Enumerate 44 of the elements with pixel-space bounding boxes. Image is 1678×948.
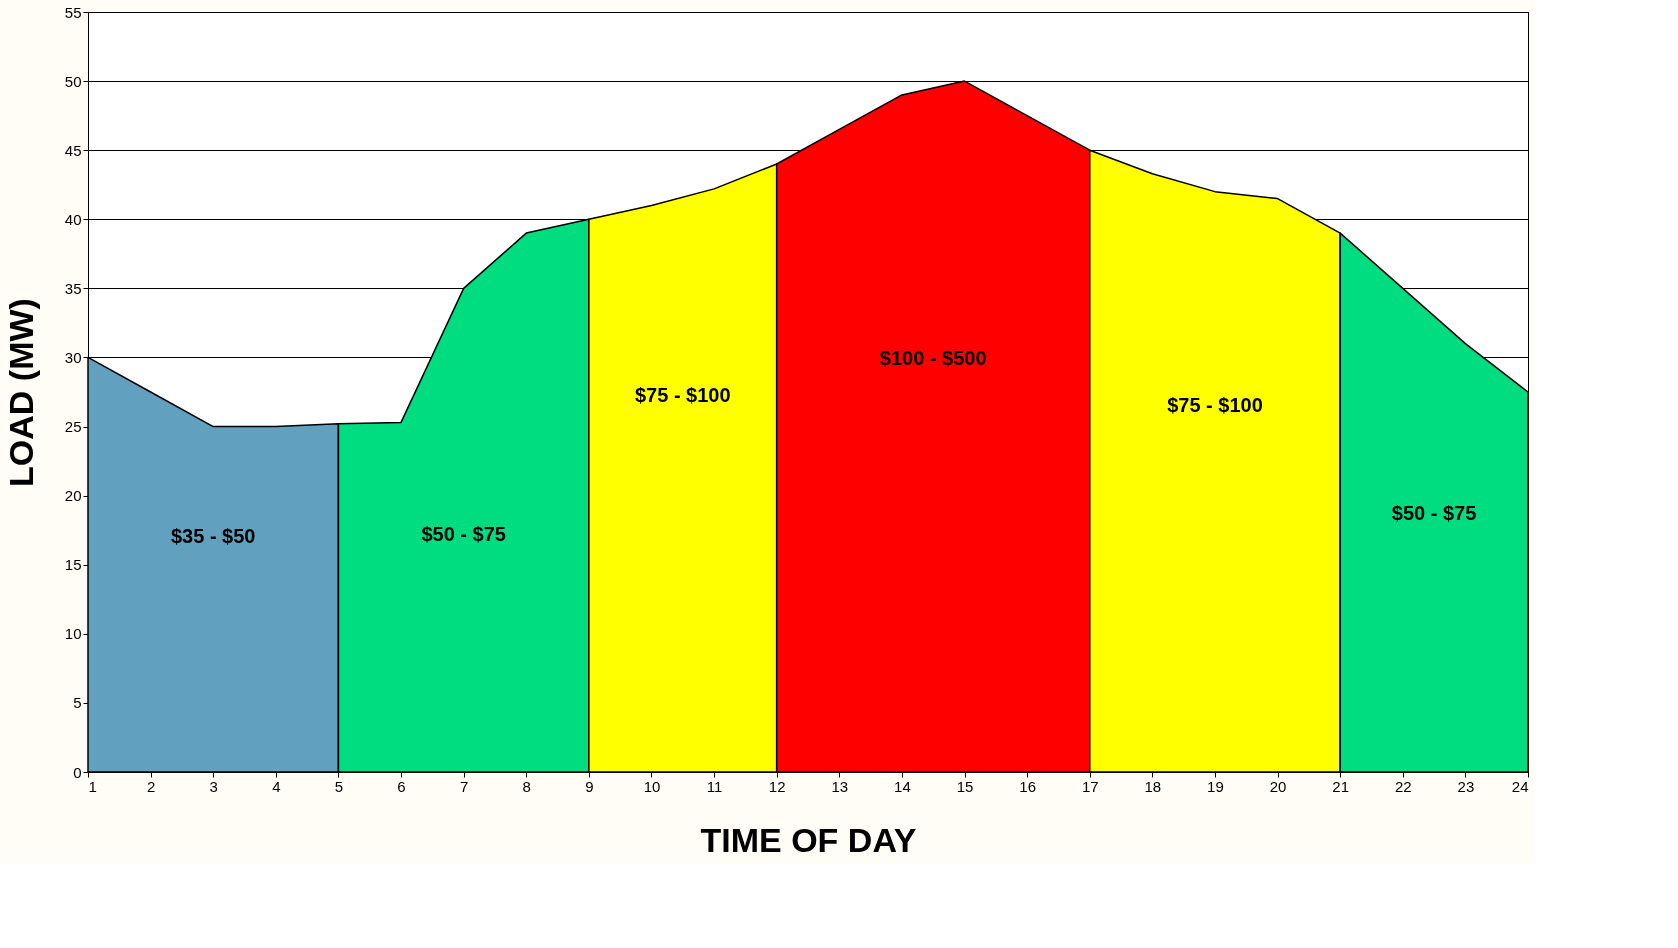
y-tick-label: 40 [64, 210, 82, 228]
x-tick-label: 5 [334, 777, 344, 795]
y-tick-label: 5 [73, 694, 82, 712]
x-tick-label: 3 [209, 777, 218, 795]
y-tick-label: 20 [64, 487, 82, 505]
x-tick-label: 24 [1511, 777, 1529, 795]
x-tick-label: 7 [459, 777, 469, 795]
x-tick-label: 15 [956, 777, 974, 795]
x-tick-label: 12 [768, 777, 786, 795]
x-tick-label: 14 [894, 777, 911, 795]
y-tick-label: 35 [64, 279, 82, 297]
annotation: $75 - $100 [1167, 393, 1263, 416]
annotation: $35 - $50 [170, 525, 256, 548]
annotation: $100 - $500 [879, 346, 987, 369]
y-axis-title: LOAD (MW) [1, 298, 40, 487]
x-tick-label: 16 [1019, 777, 1036, 795]
x-tick-label: 20 [1269, 777, 1287, 795]
x-tick-label: 23 [1457, 777, 1475, 795]
y-tick-label: 45 [64, 141, 82, 159]
annotation: $50 - $75 [421, 523, 506, 546]
x-tick-label: 2 [146, 777, 156, 795]
x-tick-label: 21 [1332, 777, 1350, 795]
y-tick-label: 55 [64, 3, 82, 21]
x-tick-label: 1 [88, 777, 97, 795]
y-tick-label: 0 [73, 763, 82, 781]
x-axis-title: TIME OF DAY [700, 820, 917, 859]
x-tick-label: 17 [1081, 777, 1099, 795]
y-tick-label: 15 [64, 556, 82, 574]
x-tick-label: 4 [272, 777, 281, 795]
y-tick-label: 30 [64, 348, 82, 366]
y-tick-label: 10 [64, 625, 82, 643]
x-tick-label: 19 [1207, 777, 1224, 795]
y-tick-label: 25 [64, 418, 82, 436]
x-tick-label: 8 [522, 777, 531, 795]
annotation: $50 - $75 [1391, 501, 1477, 524]
x-tick-label: 22 [1394, 777, 1412, 795]
annotation: $75 - $100 [634, 384, 731, 407]
x-tick-label: 9 [585, 777, 594, 795]
y-tick-label: 50 [64, 72, 82, 90]
x-tick-label: 10 [643, 777, 661, 795]
x-tick-label: 11 [706, 777, 723, 795]
x-tick-label: 18 [1144, 777, 1162, 795]
x-tick-label: 13 [831, 777, 849, 795]
x-tick-label: 6 [397, 777, 406, 795]
